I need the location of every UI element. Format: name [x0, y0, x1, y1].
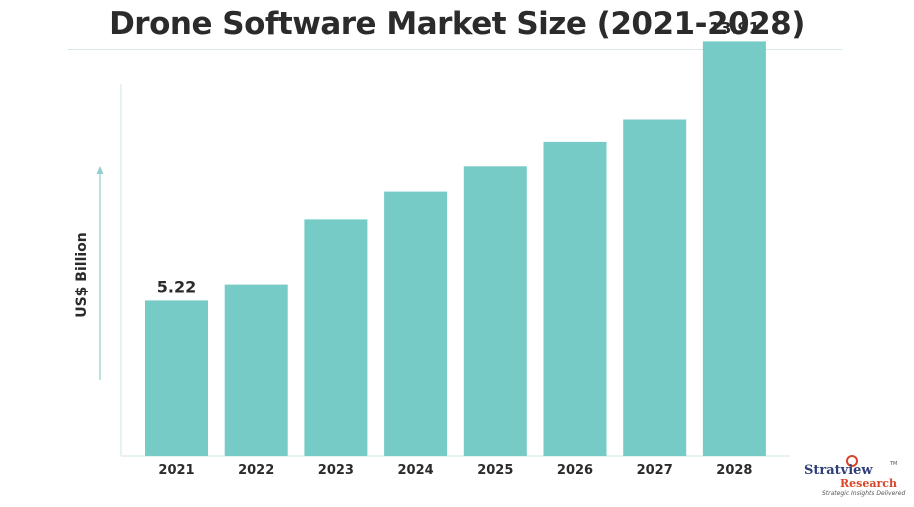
x-tick-label-2023: 2023 [318, 463, 354, 478]
logo-mark-icon [846, 455, 858, 467]
logo-name: Stratview [804, 463, 873, 478]
bar-2026 [543, 141, 607, 456]
logo-tagline: Strategic Insights Delivered [822, 490, 906, 497]
x-tick-label-2028: 2028 [716, 463, 752, 478]
bar-2022 [224, 284, 288, 456]
bar-2021 [145, 300, 208, 456]
data-label-2021: 5.22 [157, 277, 196, 296]
bar-2027 [623, 119, 687, 456]
labels-group: 2021 5.22 2022 2023 2024 2025 2026 2027 2028 13.9… [157, 18, 760, 478]
logo-sub: Research [840, 477, 897, 490]
y-axis-label: US$ Billion [74, 232, 90, 318]
bars-group [145, 41, 766, 457]
stratview-logo: Stratview TM Research Strategic Insights… [802, 455, 906, 501]
x-tick-label-2021: 2021 [158, 463, 194, 478]
x-tick-label-2027: 2027 [637, 463, 673, 478]
bar-2025 [463, 166, 527, 457]
y-axis-arrow-head [96, 166, 104, 174]
bar-2023 [304, 219, 368, 456]
bar-2024 [384, 191, 448, 456]
data-label-2028: 13.91 [709, 18, 760, 37]
x-tick-label-2026: 2026 [557, 463, 593, 478]
chart-title: Drone Software Market Size (2021-2028) [109, 6, 805, 42]
x-tick-label-2024: 2024 [398, 463, 434, 478]
logo-trademark: TM [890, 461, 898, 467]
x-tick-label-2022: 2022 [238, 463, 274, 478]
title-divider [68, 49, 842, 50]
x-tick-label-2025: 2025 [477, 463, 513, 478]
bar-2028 [702, 41, 766, 457]
